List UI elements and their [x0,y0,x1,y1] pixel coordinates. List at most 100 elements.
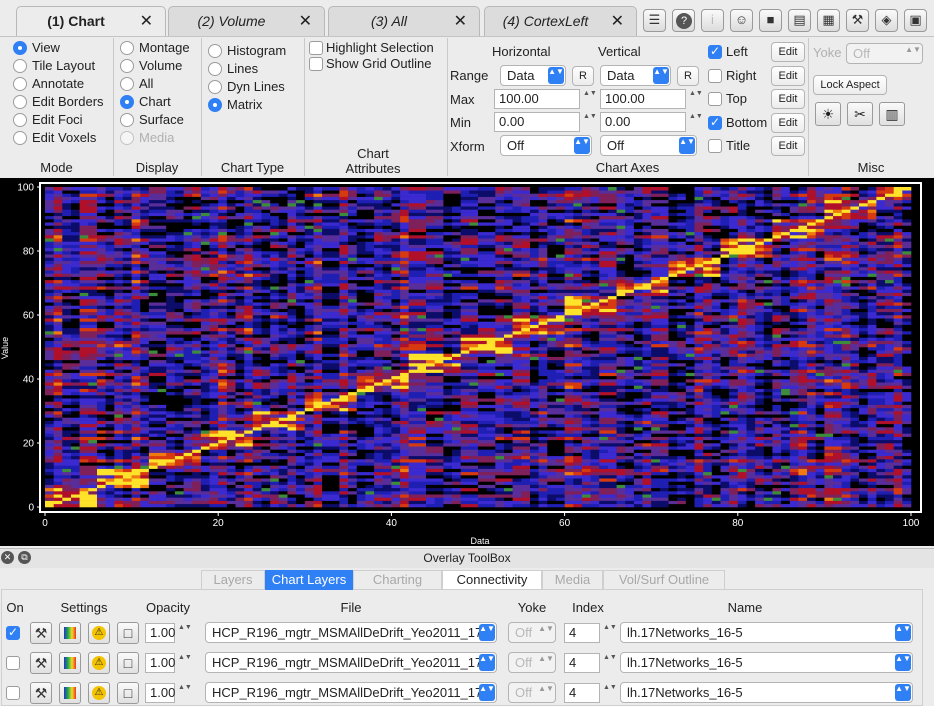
matrix-cell [71,247,80,252]
matrix-cell [391,388,401,393]
matrix-cell [348,308,358,313]
matrix-cell [374,219,384,223]
matrix-cell [365,260,375,265]
matrix-cell [166,292,176,297]
matrix-cell [278,350,288,354]
matrix-cell [460,401,470,405]
matrix-cell [330,318,340,322]
matrix-cell [122,443,132,447]
matrix-cell [157,395,167,399]
matrix-cell [426,193,435,197]
matrix-cell [304,254,314,258]
matrix-cell [322,439,332,444]
matrix-cell [356,199,366,204]
matrix-cell [434,465,444,469]
matrix-cell [45,238,54,242]
matrix-cell [53,481,63,485]
matrix-cell [105,446,115,450]
matrix-cell [339,241,349,245]
matrix-cell [278,407,288,412]
matrix-cell [53,462,63,466]
matrix-cell [304,465,314,469]
matrix-cell [287,465,297,469]
matrix-cell [452,475,461,479]
matrix-cell [443,257,453,261]
matrix-cell [261,215,271,220]
matrix-cell [287,270,297,274]
matrix-cell [97,359,106,364]
matrix-cell [304,475,314,479]
matrix-cell [79,375,89,380]
matrix-cell [244,503,254,508]
matrix-cell [235,244,245,249]
matrix-cell [382,433,392,437]
matrix-cell [62,244,72,249]
matrix-cell [434,219,444,223]
matrix-cell [88,379,98,383]
matrix-cell [218,190,228,194]
matrix-cell [235,423,245,428]
matrix-cell [391,484,401,489]
matrix-cell [374,443,384,447]
matrix-cell [148,401,158,405]
matrix-cell [88,251,98,255]
matrix-cell [114,292,124,297]
matrix-cell [417,203,427,207]
matrix-cell [166,484,176,489]
matrix-cell [374,273,384,277]
matrix-cell [296,391,306,396]
matrix-cell [304,238,314,242]
matrix-cell [426,388,435,393]
matrix-cell [252,273,262,277]
matrix-cell [460,251,470,255]
matrix-cell [192,503,202,508]
matrix-cell [174,478,184,482]
matrix-cell [53,318,63,322]
matrix-cell [114,251,124,255]
matrix-cell [62,382,72,386]
matrix-cell [140,215,150,220]
matrix-cell [174,404,184,409]
matrix-cell [322,475,332,479]
matrix-cell [434,337,444,341]
matrix-cell [434,222,444,226]
matrix-cell [330,478,340,482]
matrix-cell [140,439,150,444]
matrix-cell [88,452,98,457]
matrix-cell [296,203,306,207]
matrix-cell [452,484,461,489]
matrix-cell [244,273,254,277]
matrix-cell [235,478,245,482]
matrix-cell [382,471,392,476]
matrix-cell [62,305,72,309]
matrix-cell [443,247,453,252]
matrix-cell [122,305,132,309]
matrix-cell [270,251,280,255]
matrix-cell [79,420,89,425]
matrix-cell [157,356,167,361]
matrix-cell [287,247,297,252]
matrix-cell [252,494,262,498]
matrix-cell [460,235,470,239]
matrix-cell [417,427,427,431]
matrix-cell [122,436,132,441]
matrix-cell [460,254,470,258]
matrix-cell [148,228,158,233]
matrix-cell [270,331,280,335]
matrix-cell [313,484,323,489]
matrix-cell [374,414,384,418]
matrix-cell [330,270,340,274]
matrix-cell [434,363,444,367]
matrix-cell [200,465,210,469]
matrix-cell [157,251,167,255]
matrix-cell [157,385,167,389]
matrix-cell [391,430,401,434]
matrix-cell [157,372,167,377]
matrix-cell [183,324,193,329]
matrix-cell [408,471,418,476]
matrix-cell [426,452,435,457]
matrix-cell [287,276,297,281]
matrix-cell [122,219,132,223]
matrix-cell [71,279,80,284]
matrix-cell [296,388,306,393]
